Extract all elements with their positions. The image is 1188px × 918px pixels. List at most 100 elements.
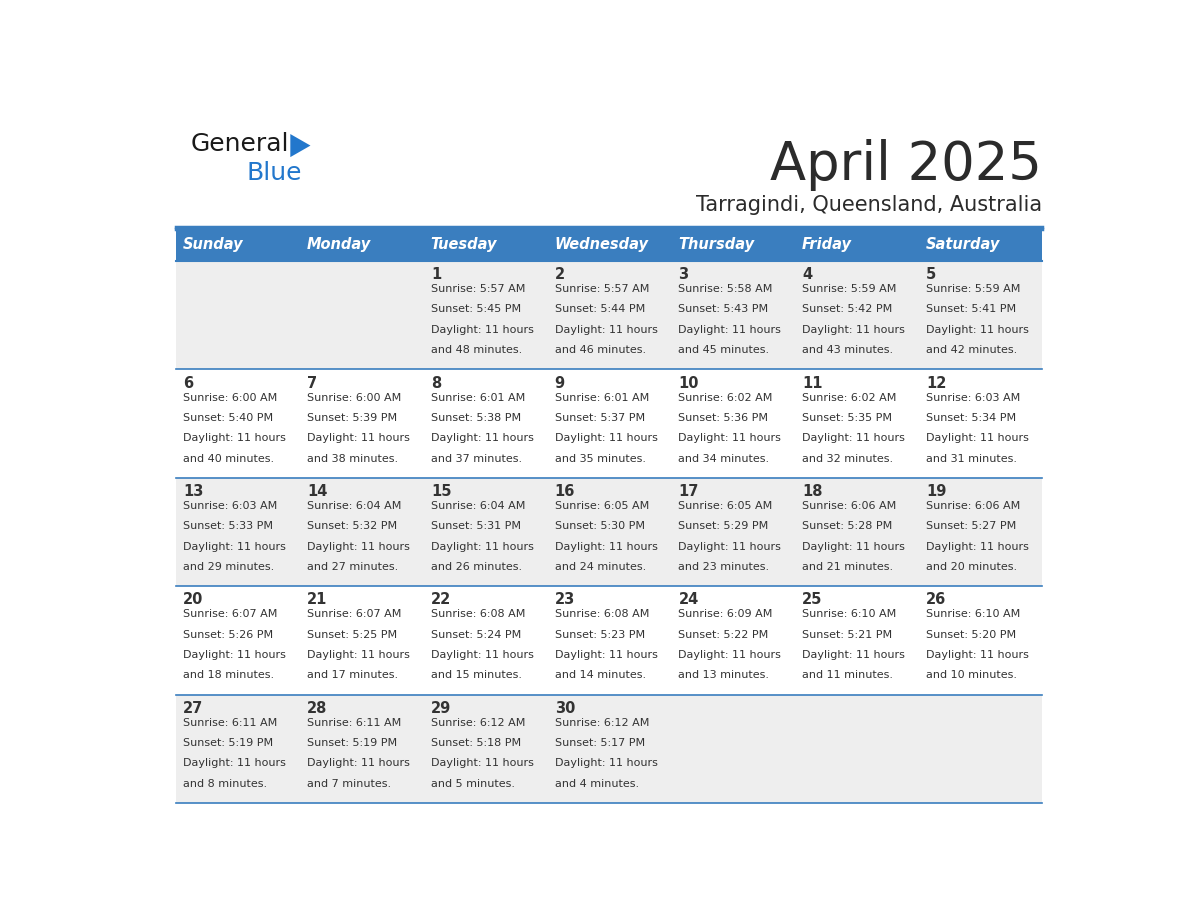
Text: 18: 18 bbox=[802, 484, 823, 499]
Text: Blue: Blue bbox=[247, 161, 303, 185]
Text: Daylight: 11 hours: Daylight: 11 hours bbox=[183, 650, 286, 660]
Text: Sunset: 5:37 PM: Sunset: 5:37 PM bbox=[555, 413, 645, 423]
Text: Sunset: 5:28 PM: Sunset: 5:28 PM bbox=[802, 521, 892, 532]
Text: Sunrise: 6:11 AM: Sunrise: 6:11 AM bbox=[183, 718, 278, 728]
Text: Sunrise: 6:06 AM: Sunrise: 6:06 AM bbox=[927, 501, 1020, 511]
Text: and 20 minutes.: and 20 minutes. bbox=[927, 562, 1017, 572]
Text: Saturday: Saturday bbox=[925, 238, 1000, 252]
Text: Daylight: 11 hours: Daylight: 11 hours bbox=[927, 650, 1029, 660]
Text: Sunrise: 6:04 AM: Sunrise: 6:04 AM bbox=[308, 501, 402, 511]
Text: and 4 minutes.: and 4 minutes. bbox=[555, 778, 639, 789]
Text: Tarragindi, Queensland, Australia: Tarragindi, Queensland, Australia bbox=[696, 195, 1042, 215]
Text: 8: 8 bbox=[431, 375, 441, 391]
Text: and 48 minutes.: and 48 minutes. bbox=[431, 345, 523, 355]
Text: Sunset: 5:23 PM: Sunset: 5:23 PM bbox=[555, 630, 645, 640]
Text: Sunrise: 6:02 AM: Sunrise: 6:02 AM bbox=[678, 393, 773, 403]
Text: Sunrise: 6:03 AM: Sunrise: 6:03 AM bbox=[183, 501, 278, 511]
Text: and 7 minutes.: and 7 minutes. bbox=[308, 778, 391, 789]
Bar bbox=[176, 478, 1042, 587]
Text: and 11 minutes.: and 11 minutes. bbox=[802, 670, 893, 680]
Text: Sunday: Sunday bbox=[183, 238, 244, 252]
Text: Daylight: 11 hours: Daylight: 11 hours bbox=[802, 650, 905, 660]
Text: Sunset: 5:44 PM: Sunset: 5:44 PM bbox=[555, 305, 645, 315]
Text: Daylight: 11 hours: Daylight: 11 hours bbox=[308, 758, 410, 768]
Text: 11: 11 bbox=[802, 375, 823, 391]
Text: Daylight: 11 hours: Daylight: 11 hours bbox=[431, 433, 533, 443]
Text: Daylight: 11 hours: Daylight: 11 hours bbox=[678, 650, 782, 660]
Text: Wednesday: Wednesday bbox=[555, 238, 649, 252]
Text: 13: 13 bbox=[183, 484, 204, 499]
Text: Sunset: 5:27 PM: Sunset: 5:27 PM bbox=[927, 521, 1016, 532]
Polygon shape bbox=[290, 134, 310, 157]
Text: Daylight: 11 hours: Daylight: 11 hours bbox=[431, 325, 533, 335]
Text: 3: 3 bbox=[678, 267, 689, 282]
Text: Daylight: 11 hours: Daylight: 11 hours bbox=[927, 325, 1029, 335]
Text: and 15 minutes.: and 15 minutes. bbox=[431, 670, 522, 680]
Text: and 14 minutes.: and 14 minutes. bbox=[555, 670, 646, 680]
Text: 20: 20 bbox=[183, 592, 204, 608]
Text: Sunrise: 5:58 AM: Sunrise: 5:58 AM bbox=[678, 285, 773, 294]
Text: Sunrise: 6:08 AM: Sunrise: 6:08 AM bbox=[555, 610, 649, 620]
Text: Sunrise: 6:07 AM: Sunrise: 6:07 AM bbox=[183, 610, 278, 620]
Text: and 45 minutes.: and 45 minutes. bbox=[678, 345, 770, 355]
Text: 9: 9 bbox=[555, 375, 564, 391]
Text: and 37 minutes.: and 37 minutes. bbox=[431, 453, 522, 464]
Text: 25: 25 bbox=[802, 592, 822, 608]
Text: Sunset: 5:31 PM: Sunset: 5:31 PM bbox=[431, 521, 520, 532]
Text: 19: 19 bbox=[927, 484, 947, 499]
Text: Sunset: 5:17 PM: Sunset: 5:17 PM bbox=[555, 738, 645, 748]
Bar bbox=[423, 229, 546, 261]
Text: Daylight: 11 hours: Daylight: 11 hours bbox=[678, 433, 782, 443]
Text: 21: 21 bbox=[308, 592, 328, 608]
Text: Sunset: 5:29 PM: Sunset: 5:29 PM bbox=[678, 521, 769, 532]
Text: and 32 minutes.: and 32 minutes. bbox=[802, 453, 893, 464]
Text: Sunrise: 6:08 AM: Sunrise: 6:08 AM bbox=[431, 610, 525, 620]
Text: Sunrise: 6:01 AM: Sunrise: 6:01 AM bbox=[431, 393, 525, 403]
Text: Daylight: 11 hours: Daylight: 11 hours bbox=[555, 325, 658, 335]
Text: and 23 minutes.: and 23 minutes. bbox=[678, 562, 770, 572]
Text: Daylight: 11 hours: Daylight: 11 hours bbox=[183, 542, 286, 552]
Bar bbox=[176, 370, 1042, 478]
Text: and 29 minutes.: and 29 minutes. bbox=[183, 562, 274, 572]
Text: Sunrise: 6:00 AM: Sunrise: 6:00 AM bbox=[308, 393, 402, 403]
Text: and 26 minutes.: and 26 minutes. bbox=[431, 562, 522, 572]
Text: and 40 minutes.: and 40 minutes. bbox=[183, 453, 274, 464]
Text: Daylight: 11 hours: Daylight: 11 hours bbox=[555, 758, 658, 768]
Text: and 35 minutes.: and 35 minutes. bbox=[555, 453, 646, 464]
Text: Sunset: 5:35 PM: Sunset: 5:35 PM bbox=[802, 413, 892, 423]
Text: Sunrise: 6:10 AM: Sunrise: 6:10 AM bbox=[927, 610, 1020, 620]
Text: Sunrise: 6:04 AM: Sunrise: 6:04 AM bbox=[431, 501, 525, 511]
Text: Sunset: 5:45 PM: Sunset: 5:45 PM bbox=[431, 305, 522, 315]
Text: and 34 minutes.: and 34 minutes. bbox=[678, 453, 770, 464]
Text: and 38 minutes.: and 38 minutes. bbox=[308, 453, 398, 464]
Text: 24: 24 bbox=[678, 592, 699, 608]
Text: Daylight: 11 hours: Daylight: 11 hours bbox=[431, 650, 533, 660]
Text: 15: 15 bbox=[431, 484, 451, 499]
Text: Sunset: 5:36 PM: Sunset: 5:36 PM bbox=[678, 413, 769, 423]
Text: Monday: Monday bbox=[307, 238, 371, 252]
Text: and 46 minutes.: and 46 minutes. bbox=[555, 345, 646, 355]
Text: Sunset: 5:32 PM: Sunset: 5:32 PM bbox=[308, 521, 397, 532]
Text: 23: 23 bbox=[555, 592, 575, 608]
Text: Daylight: 11 hours: Daylight: 11 hours bbox=[308, 650, 410, 660]
Text: Sunrise: 6:01 AM: Sunrise: 6:01 AM bbox=[555, 393, 649, 403]
Text: Sunrise: 6:05 AM: Sunrise: 6:05 AM bbox=[678, 501, 772, 511]
Text: Daylight: 11 hours: Daylight: 11 hours bbox=[308, 433, 410, 443]
Text: Sunset: 5:26 PM: Sunset: 5:26 PM bbox=[183, 630, 273, 640]
Text: General: General bbox=[191, 131, 290, 156]
Text: Sunrise: 5:59 AM: Sunrise: 5:59 AM bbox=[802, 285, 897, 294]
Text: Sunrise: 5:57 AM: Sunrise: 5:57 AM bbox=[555, 285, 649, 294]
Text: Sunset: 5:24 PM: Sunset: 5:24 PM bbox=[431, 630, 522, 640]
Text: Sunset: 5:40 PM: Sunset: 5:40 PM bbox=[183, 413, 273, 423]
Text: Daylight: 11 hours: Daylight: 11 hours bbox=[308, 542, 410, 552]
Text: 29: 29 bbox=[431, 701, 451, 716]
Text: 26: 26 bbox=[927, 592, 947, 608]
Text: Friday: Friday bbox=[802, 238, 852, 252]
Text: Sunset: 5:18 PM: Sunset: 5:18 PM bbox=[431, 738, 522, 748]
Text: Sunset: 5:42 PM: Sunset: 5:42 PM bbox=[802, 305, 892, 315]
Bar bbox=[176, 229, 299, 261]
Text: and 13 minutes.: and 13 minutes. bbox=[678, 670, 770, 680]
Text: 28: 28 bbox=[308, 701, 328, 716]
Bar bbox=[546, 229, 671, 261]
Bar bbox=[299, 229, 423, 261]
